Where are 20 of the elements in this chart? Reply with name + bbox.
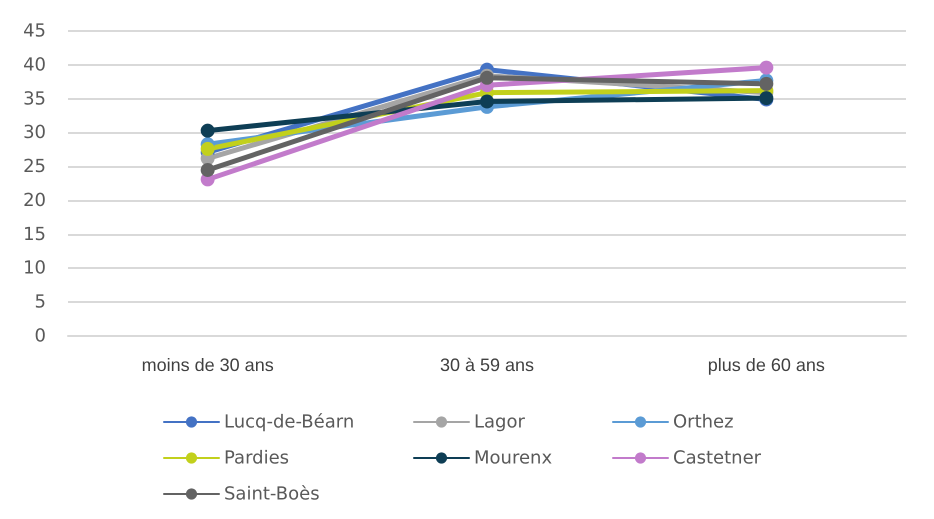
y-tick-label: 20 — [23, 190, 46, 211]
legend-label: Orthez — [673, 412, 734, 432]
y-tick-label: 40 — [23, 54, 46, 76]
legend-label: Pardies — [224, 448, 290, 468]
legend-label: Lagor — [474, 412, 526, 432]
x-tick-label: 30 à 59 ans — [440, 355, 534, 375]
legend-label: Saint-Boès — [224, 484, 320, 504]
y-tick-label: 10 — [23, 258, 46, 279]
y-tick-label: 0 — [34, 326, 46, 346]
y-tick-label: 15 — [23, 224, 46, 245]
y-tick-label: 30 — [23, 122, 46, 144]
x-tick-label: plus de 60 ans — [708, 355, 825, 375]
legend-label: Lucq-de-Béarn — [224, 412, 354, 432]
y-tick-label: 25 — [23, 156, 46, 178]
y-tick-label: 5 — [34, 292, 46, 313]
y-tick-label: 35 — [23, 88, 46, 110]
legend-label: Castetner — [673, 448, 762, 468]
x-tick-label: moins de 30 ans — [142, 355, 274, 375]
y-tick-label: 45 — [23, 20, 46, 42]
legend-label: Mourenx — [474, 448, 552, 468]
